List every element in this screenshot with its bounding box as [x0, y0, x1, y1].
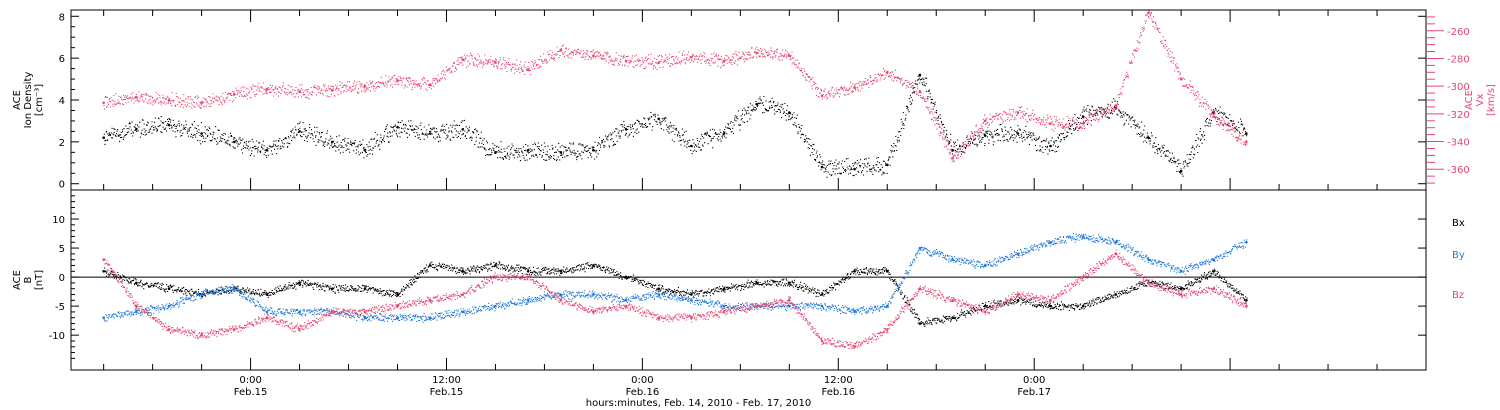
- legend-entry: Bz: [1452, 290, 1464, 301]
- axis-title-line: [nT]: [34, 270, 45, 290]
- top-series: [102, 10, 1248, 178]
- series-bz-point: [886, 328, 889, 331]
- bottom-tick-label: 0: [59, 273, 65, 284]
- velocity-series-point: [200, 101, 203, 105]
- legend-entry: By: [1452, 250, 1465, 261]
- density-series-point: [820, 165, 824, 169]
- axis-title-line: [km/s]: [1486, 84, 1497, 116]
- x-tick-day-label: Feb.17: [1017, 387, 1051, 398]
- axis-title-line: Ion Density: [23, 72, 34, 129]
- series-by-point: [526, 299, 530, 302]
- density-series: [102, 73, 1248, 178]
- top-left-tick-label: 4: [59, 96, 65, 107]
- top-left-tick-label: 2: [59, 138, 65, 149]
- density-series-point: [853, 167, 856, 171]
- magnetic-field-panel: -10 -5 0 5 10 ACE B [nT] Bx By Bz: [12, 195, 1465, 359]
- x-tick-day-label: Feb.16: [821, 387, 855, 398]
- density-series-point: [428, 132, 432, 135]
- series-by: [102, 233, 1248, 323]
- top-right-axis-title: ACE Vx [km/s]: [1464, 84, 1497, 116]
- x-tick-time-label: 12:00: [824, 375, 853, 386]
- top-left-axis-title: ACE Ion Density [cm⁻³]: [12, 72, 45, 129]
- top-right-tick-label: -360: [1447, 165, 1470, 176]
- axis-title-line: ACE: [12, 90, 23, 110]
- series-bz-point: [1147, 281, 1150, 285]
- velocity-series: [102, 10, 1248, 163]
- density-series-point: [298, 130, 301, 133]
- top-left-tick-label: 8: [59, 12, 65, 23]
- x-tick-day-label: Feb.16: [626, 387, 660, 398]
- legend-entry: Bx: [1452, 218, 1465, 229]
- velocity-series-point: [102, 101, 105, 105]
- top-panel-frame: [70, 9, 1427, 191]
- density-series-point: [167, 123, 171, 127]
- top-right-tick-label: -320: [1447, 110, 1470, 121]
- x-tick-time-label: 0:00: [1023, 375, 1045, 386]
- density-series-point: [461, 128, 465, 131]
- bottom-tick-label: -10: [49, 331, 65, 342]
- velocity-series-point: [1081, 122, 1085, 125]
- velocity-series-point: [363, 84, 367, 88]
- series-bz-point: [135, 304, 138, 308]
- top-left-tick-label: 6: [59, 54, 65, 65]
- axis-title-line: Vx: [1475, 94, 1486, 107]
- velocity-series-point: [1245, 140, 1248, 143]
- bottom-series: [102, 233, 1248, 350]
- bottom-tick-label: 10: [52, 215, 65, 226]
- series-bx: [102, 261, 1248, 328]
- density-series-point: [396, 125, 399, 129]
- series-bz-point: [1245, 304, 1248, 308]
- bottom-panel-frame: [70, 189, 1427, 371]
- bottom-tick-label: 5: [59, 244, 65, 255]
- density-series-point: [200, 132, 203, 135]
- top-right-tick-label: -260: [1447, 27, 1470, 38]
- velocity-series-point: [951, 156, 954, 160]
- series-by-trace: [103, 233, 1248, 323]
- density-series-point: [102, 136, 105, 139]
- series-bz: [102, 249, 1248, 350]
- x-tick-time-label: 12:00: [432, 375, 461, 386]
- bottom-left-axis-title: ACE B [nT]: [12, 270, 45, 290]
- velocity-series-point: [494, 61, 497, 64]
- density-series-point: [233, 140, 236, 144]
- velocity-series-point: [1212, 115, 1216, 118]
- axis-title-line: [cm⁻³]: [34, 84, 45, 116]
- velocity-series-trace: [103, 10, 1248, 163]
- series-bz-point: [657, 316, 660, 320]
- top-left-tick-label: 0: [59, 180, 65, 191]
- series-bz-trace: [103, 249, 1248, 350]
- density-series-point: [559, 151, 563, 154]
- top-left-axis: 0 2 4 6 8: [59, 12, 1426, 191]
- x-tick-day-label: Feb.15: [430, 387, 464, 398]
- top-right-tick-label: -300: [1447, 82, 1470, 93]
- density-series-point: [330, 140, 334, 144]
- series-bx-point: [298, 281, 301, 285]
- density-series-point: [918, 73, 922, 77]
- axis-title-line: ACE: [1464, 90, 1475, 110]
- velocity-series-point: [820, 94, 824, 98]
- x-tick-time-label: 0:00: [239, 375, 261, 386]
- series-bx-point: [657, 287, 660, 291]
- x-axis-title: hours:minutes, Feb. 14, 2010 - Feb. 17, …: [586, 398, 811, 409]
- series-bx-point: [983, 304, 987, 308]
- bottom-tick-label: -5: [55, 302, 65, 313]
- density-series-point: [983, 134, 987, 137]
- top-right-tick-label: -280: [1447, 54, 1470, 65]
- axis-title-line: B: [23, 276, 34, 283]
- density-series-point: [788, 111, 791, 114]
- series-bz-point: [788, 299, 791, 302]
- x-tick-time-label: 0:00: [631, 375, 653, 386]
- top-right-tick-label: -340: [1447, 138, 1470, 149]
- top-right-axis: -360 -340 -320 -300 -280 -260: [1427, 16, 1470, 184]
- x-axis: 0:00Feb.1512:00Feb.150:00Feb.1612:00Feb.…: [103, 10, 1427, 398]
- x-tick-day-label: Feb.15: [234, 387, 268, 398]
- density-series-trace: [103, 75, 1248, 178]
- legend: Bx By Bz: [1452, 218, 1465, 301]
- axis-title-line: ACE: [12, 270, 23, 290]
- bottom-left-axis: -10 -5 0 5 10: [49, 195, 1426, 359]
